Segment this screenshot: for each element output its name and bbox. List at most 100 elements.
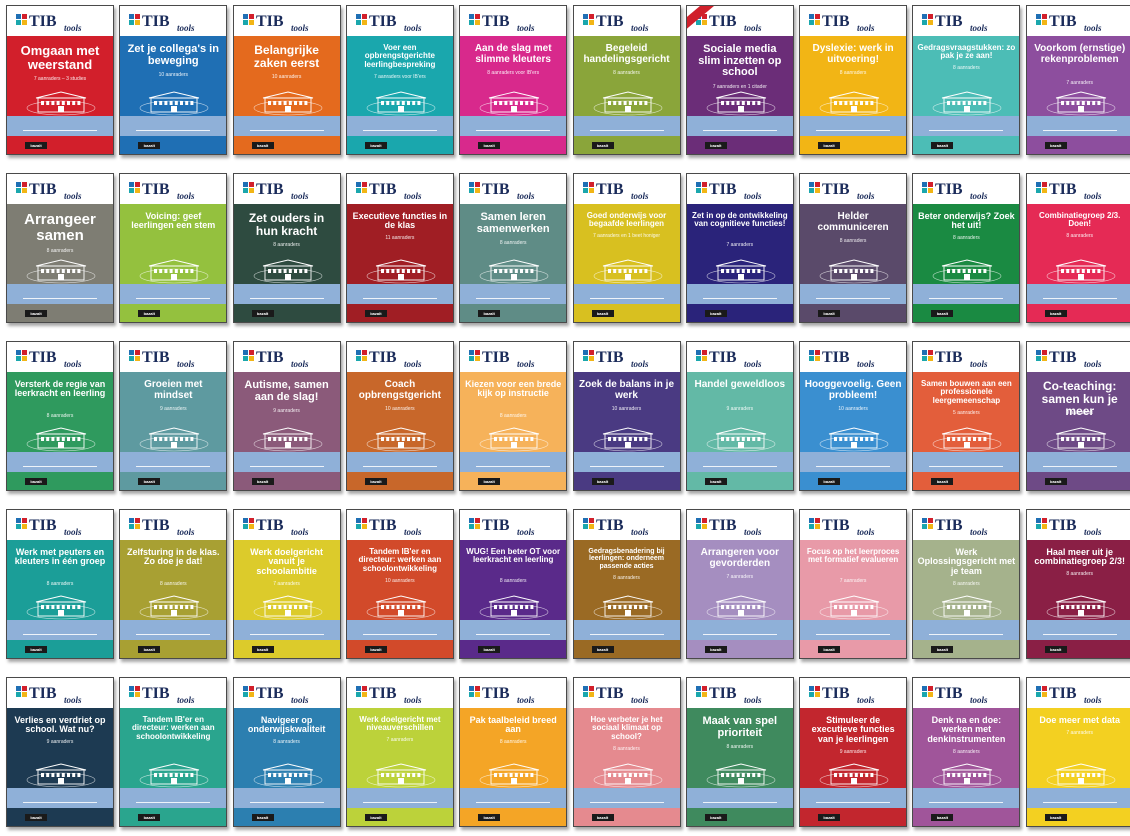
- book-cover[interactable]: TIB tools Combinatiegroep 2/3. Doen! 8 aanr…: [1025, 173, 1130, 323]
- book-cover[interactable]: TIB tools Handel geweldloos 9 aanraders baza…: [685, 341, 794, 491]
- book-title: Versterk de regie van leerkracht en leer…: [14, 379, 106, 399]
- cover-body: Arrangeer samen 8 aanraders bazalt: [7, 204, 113, 322]
- book-cover[interactable]: TIB tools Arrangeren voor gevorderden 7 aan…: [685, 509, 794, 659]
- author-line: [1042, 130, 1117, 131]
- author-line: [23, 298, 97, 299]
- book-cover[interactable]: TIB tools Navigeer op onderwijskwaliteit 8 …: [232, 677, 341, 827]
- book-cover[interactable]: TIB tools Arrangeer samen 8 aanraders bazalt: [6, 173, 114, 323]
- book-cover[interactable]: TIB tools Voer een opbrengstgerichte leerl…: [345, 5, 454, 155]
- svg-text:tools: tools: [291, 695, 309, 705]
- book-cover[interactable]: TIB tools Zoek de balans in je werk 10 aanr…: [572, 341, 681, 491]
- book-cover[interactable]: TIB tools Pak taalbeleid breed aan 8 aanrad…: [459, 677, 568, 827]
- school-building-icon: [1046, 91, 1115, 116]
- book-cover[interactable]: TIB tools Werk doelgericht vanuit je schoo…: [232, 509, 341, 659]
- book-cover[interactable]: TIB tools Zet je collega's in beweging 10 a…: [119, 5, 228, 155]
- book-cover[interactable]: TIB tools Hooggevoelig. Geen probleem! 10 a…: [799, 341, 908, 491]
- book-cover[interactable]: TIB tools Executieve functies in de klas 11…: [345, 173, 454, 323]
- book-cover[interactable]: TIB tools Zelfsturing in de klas. Zo doe j…: [119, 509, 228, 659]
- book-cover[interactable]: TIB tools Versterk de regie van leerkracht…: [6, 341, 114, 491]
- svg-text:TIB: TIB: [256, 13, 284, 30]
- book-cover[interactable]: TIB tools Gedragsvraagstukken: zo pak je z…: [912, 5, 1021, 155]
- book-title: Tandem IB'er en directeur: werken aan sc…: [131, 715, 215, 741]
- book-cover[interactable]: TIB tools Verlies en verdriet op school. W…: [6, 677, 114, 827]
- school-building-icon: [253, 595, 322, 620]
- book-cover[interactable]: TIB tools Goed onderwijs voor begaafde lee…: [572, 173, 681, 323]
- book-cover[interactable]: TIB tools Aan de slag met slimme kleuters 8…: [459, 5, 568, 155]
- tib-tools-logo: TIB tools: [809, 349, 875, 369]
- author-line: [929, 802, 1004, 803]
- book-cover[interactable]: TIB tools Doe meer met data 7 aanraders baza…: [1025, 677, 1130, 827]
- cover-body: Voicing: geef leerlingen een stem bazalt: [120, 204, 227, 322]
- book-cover[interactable]: TIB tools Omgaan met weerstand 7 aanraders …: [6, 5, 114, 155]
- book-cover[interactable]: TIB tools Voicing: geef leerlingen een ste…: [119, 173, 228, 323]
- svg-text:tools: tools: [744, 23, 762, 33]
- author-line: [702, 802, 777, 803]
- book-cover[interactable]: TIB tools Voorkom (ernstige) rekenprobleme…: [1025, 5, 1130, 155]
- cover-header: TIB tools: [7, 510, 113, 540]
- author-line: [362, 130, 437, 131]
- svg-text:tools: tools: [404, 191, 422, 201]
- book-cover[interactable]: TIB tools Maak van spel prioriteit 8 aanrad…: [685, 677, 794, 827]
- book-cover[interactable]: TIB tools Tandem IB'er en directeur: werke…: [345, 509, 454, 659]
- author-line: [249, 130, 324, 131]
- cover-header: TIB tools: [460, 510, 567, 540]
- book-cover[interactable]: TIB tools WUG! Een beter OT voor leerkrach…: [459, 509, 568, 659]
- book-cover[interactable]: TIB tools Zet in op de ontwikkeling van co…: [685, 173, 794, 323]
- book-cover[interactable]: TIB tools Sociale media slim inzetten op s…: [685, 5, 794, 155]
- book-cover[interactable]: TIB tools Tandem IB'er en directeur: werke…: [119, 677, 228, 827]
- book-title: Doe meer met data: [1039, 715, 1120, 725]
- book-cover[interactable]: TIB tools Autisme, samen aan de slag! 9 aan…: [232, 341, 341, 491]
- book-count: 8 aanraders: [499, 239, 527, 246]
- book-title: Haal meer uit je combinatiegroep 2/3!: [1034, 547, 1125, 567]
- book-cover[interactable]: TIB tools Stimuleer de executieve functies…: [799, 677, 908, 827]
- book-cover[interactable]: TIB tools Dyslexie: werk in uitvoering! 8 a…: [799, 5, 908, 155]
- book-title: Gedragsvraagstukken: zo pak je ze aan!: [917, 43, 1016, 61]
- svg-text:TIB: TIB: [1049, 349, 1077, 366]
- book-cover[interactable]: TIB tools Beter onderwijs? Zoek het uit! 8 …: [912, 173, 1021, 323]
- cover-body: Samen bouwen aan een professionele leerg…: [913, 372, 1020, 490]
- book-count: 9 aanraders: [1066, 409, 1094, 416]
- svg-text:TIB: TIB: [256, 517, 284, 534]
- cover-body: Werk Oplossingsgericht met je team 8 aanr…: [913, 540, 1020, 658]
- book-cover[interactable]: TIB tools Groeien met mindset 9 aanraders ba…: [119, 341, 228, 491]
- book-cover[interactable]: TIB tools Denk na en doe: werken met denki…: [912, 677, 1021, 827]
- cover-header: TIB tools: [573, 342, 680, 372]
- book-cover[interactable]: TIB tools Zet ouders in hun kracht 8 aanrad…: [232, 173, 341, 323]
- book-cover[interactable]: TIB tools Focus op het leerproces met form…: [799, 509, 908, 659]
- svg-text:tools: tools: [64, 191, 82, 201]
- book-cover[interactable]: TIB tools Werk doelgericht met niveauversc…: [345, 677, 454, 827]
- book-cover[interactable]: TIB tools Gedragsbenadering bij leerlingen…: [572, 509, 681, 659]
- book-cover[interactable]: TIB tools Begeleid handelingsgericht 8 aanr…: [572, 5, 681, 155]
- svg-text:TIB: TIB: [709, 349, 737, 366]
- tib-tools-logo: TIB tools: [695, 685, 762, 705]
- cover-body: Gedragsbenadering bij leerlingen: ondern…: [573, 540, 680, 658]
- book-title: Werk met peuters en kleuters in één groe…: [14, 547, 106, 567]
- book-cover[interactable]: TIB tools Helder communiceren 8 aanraders ba…: [799, 173, 908, 323]
- book-cover[interactable]: TIB tools Belangrijke zaken eerst 10 aanrad…: [232, 5, 341, 155]
- book-cover[interactable]: TIB tools Co-teaching: samen kun je meer 9 …: [1025, 341, 1130, 491]
- author-line: [929, 130, 1004, 131]
- author-line: [1042, 298, 1117, 299]
- cover-header: TIB tools: [1026, 510, 1130, 540]
- cover-header: TIB tools: [800, 678, 907, 708]
- book-cover[interactable]: TIB tools Coach opbrengstgericht 10 aanrade…: [345, 341, 454, 491]
- svg-text:tools: tools: [517, 191, 535, 201]
- svg-text:tools: tools: [1084, 359, 1102, 369]
- book-cover[interactable]: TIB tools Samen bouwen aan een professione…: [912, 341, 1021, 491]
- cover-body: Beter onderwijs? Zoek het uit! 8 aanrader…: [913, 204, 1020, 322]
- book-cover[interactable]: TIB tools Samen leren samenwerken 8 aanrade…: [459, 173, 568, 323]
- svg-text:TIB: TIB: [822, 349, 850, 366]
- book-title: Arrangeren voor gevorderden: [700, 547, 779, 569]
- cover-body: Dyslexie: werk in uitvoering! 8 aanraders…: [800, 36, 907, 154]
- cover-body: Goed onderwijs voor begaafde leerlingen 7…: [573, 204, 680, 322]
- book-cover[interactable]: TIB tools Hoe verbeter je het sociaal klim…: [572, 677, 681, 827]
- book-cover[interactable]: TIB tools Werk met peuters en kleuters in …: [6, 509, 114, 659]
- book-cover[interactable]: TIB tools Haal meer uit je combinatiegroep…: [1025, 509, 1130, 659]
- cover-header: TIB tools: [120, 678, 227, 708]
- cover-band: [7, 452, 113, 472]
- book-cover[interactable]: TIB tools Werk Oplossingsgericht met je te…: [912, 509, 1021, 659]
- school-building-icon: [253, 91, 322, 116]
- author-line: [476, 466, 551, 467]
- author-line: [23, 466, 97, 467]
- book-cover[interactable]: TIB tools Kiezen voor een brede kijk op in…: [459, 341, 568, 491]
